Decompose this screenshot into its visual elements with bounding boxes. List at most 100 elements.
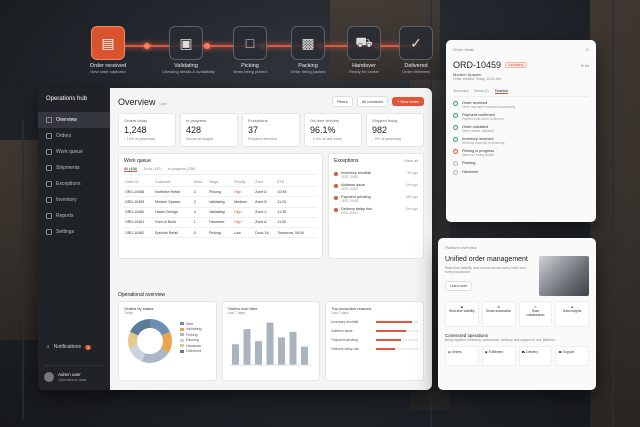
sidebar-item-reports[interactable]: Reports: [38, 208, 110, 224]
pipeline-step-validating[interactable]: ▣ Validating Checking details & availabi…: [162, 26, 215, 74]
pipeline-step-picking[interactable]: □ Picking Items being picked: [226, 26, 274, 74]
table-row[interactable]: ORD-10458 Northline Retail 3 Picking High Zon…: [124, 186, 318, 198]
connected-support[interactable]: ☎ Support: [555, 346, 589, 366]
table-cell: Northline Retail: [154, 186, 193, 198]
exception-item[interactable]: Payment pending ORD-10448 18m ago: [334, 195, 418, 203]
bar[interactable]: [243, 329, 251, 365]
operational-overview: Operational overview Orders by status To…: [118, 292, 425, 384]
user-menu[interactable]: Admin user Operations lead: [44, 365, 104, 382]
donut-slice-picking[interactable]: [141, 347, 169, 363]
feature-data-insights: ▲ Data insights: [555, 301, 589, 327]
donut-slice-packing[interactable]: [129, 345, 146, 362]
column-header[interactable]: Order ID: [124, 177, 155, 188]
table-row[interactable]: ORD-10462 Epicline Retail 5 Picking Low Dock …: [124, 227, 318, 239]
feature-smart-automation: ⚙ Smart automation: [481, 301, 516, 327]
tab-to-do[interactable]: To do (192): [143, 167, 162, 171]
donut-slice-new[interactable]: [150, 319, 170, 336]
reason-row: Inventory shortfall: [331, 320, 419, 324]
pipeline-step-handover[interactable]: ⛟ Handover Ready for carrier: [340, 26, 388, 74]
eye-icon: ◉: [460, 305, 464, 309]
timeline-event: Payment confirmed Payment has been confir…: [453, 113, 589, 121]
truck-icon: ⛟: [347, 26, 381, 60]
exception-item[interactable]: Inventory shortfall ORD-10455 5m ago: [334, 171, 418, 179]
table-row[interactable]: ORD-10461 Form & Build 1 Handover High Zone A…: [124, 217, 318, 228]
donut-slice-validating[interactable]: [160, 331, 172, 353]
view-all-link[interactable]: View all: [404, 158, 418, 163]
circle-icon: [453, 161, 458, 166]
work-queue-table: Order ID Customer Items Stage Priority Zone ET…: [124, 177, 318, 239]
new-order-button[interactable]: + New order: [392, 97, 424, 106]
pipeline-dot: [144, 43, 150, 49]
kpi-exceptions[interactable]: Exceptions 37 Requires attention: [242, 113, 300, 147]
column-header[interactable]: Priority: [233, 177, 255, 188]
exceptions-card: Exceptions View all Inventory shortfall O…: [328, 153, 424, 259]
donut-slice-handover[interactable]: [128, 331, 139, 348]
circle-icon: [453, 170, 458, 175]
bar[interactable]: [277, 337, 285, 365]
alert-icon: [334, 208, 339, 212]
print-button[interactable]: Print: [580, 62, 589, 68]
tab-timeline[interactable]: Timeline: [494, 89, 509, 94]
pipeline-step-delivered[interactable]: ✓ Delivered Order delivered: [392, 26, 440, 74]
bar[interactable]: [300, 346, 308, 365]
sidebar-item-shipments[interactable]: Shipments: [38, 160, 110, 176]
kpi-shipped-today[interactable]: Shipped today 982 ↑ 8% vs yesterday: [366, 113, 424, 147]
location-select[interactable]: All locations: [356, 96, 389, 107]
filters-button[interactable]: Filters: [331, 96, 353, 107]
order-detail-panel: Order detail ✕ ORD-10459 Validating Prin…: [446, 40, 596, 222]
sidebar-item-orders[interactable]: Orders: [38, 128, 110, 144]
timeline-event: Handover: [453, 170, 589, 175]
column-header[interactable]: Stage: [208, 177, 234, 188]
connected-fulfillment[interactable]: ▣ Fulfillment: [481, 346, 516, 366]
pipeline-step-order-received[interactable]: ▤ Order received New order captured: [84, 26, 132, 74]
bar[interactable]: [254, 341, 262, 365]
table-cell: Medium: [233, 196, 255, 208]
column-header[interactable]: Items: [192, 177, 209, 188]
pipeline-step-packing[interactable]: ▩ Packing Order being packed: [284, 26, 332, 74]
connected-orders[interactable]: ▤ Orders: [445, 346, 479, 366]
exception-item[interactable]: Address issue ORD-10450 12m ago: [334, 183, 418, 191]
sidebar-item-exceptions[interactable]: Exceptions: [38, 176, 110, 192]
kpi-in-progress[interactable]: In progress 428 Across all stages: [180, 113, 238, 147]
legend-item: Handover: [180, 344, 202, 348]
sidebar-item-overview[interactable]: Overview: [38, 112, 110, 128]
table-cell: 4: [192, 207, 209, 218]
donut-slice-delivered[interactable]: [130, 319, 150, 336]
sidebar-item-work-queue[interactable]: Work queue: [38, 144, 110, 160]
kpi-on-time-delivery[interactable]: On-time delivery 96.1% ↑ 2.4% vs last we…: [304, 113, 362, 147]
document-icon: ▤: [91, 26, 125, 60]
column-header[interactable]: ETA: [276, 177, 318, 188]
list-icon: [46, 133, 52, 139]
sidebar-item-settings[interactable]: Settings: [38, 224, 110, 240]
bar[interactable]: [266, 322, 274, 365]
table-row[interactable]: ORD-10459 Modern Spaces 2 Validating Medium Z…: [124, 196, 318, 208]
table-row[interactable]: ORD-10460 Haven Design 4 Validating High Zone…: [124, 207, 318, 218]
table-cell: Zone A: [254, 217, 277, 228]
bar[interactable]: [231, 344, 239, 365]
tab-all[interactable]: All (428): [124, 167, 138, 172]
live-indicator: Live: [159, 100, 167, 106]
legend-item: Packing: [180, 338, 202, 342]
kpi-orders-today[interactable]: Orders today 1,248 ↑ 12% vs yesterday: [118, 113, 176, 147]
legend-swatch: [180, 327, 184, 331]
connected-delivery[interactable]: ⛟ Delivery: [518, 346, 553, 366]
column-header[interactable]: Zone: [254, 177, 277, 188]
tab-items[interactable]: Items (2): [474, 89, 489, 93]
sidebar: Operations hub Overview Orders Work queu…: [38, 88, 110, 390]
building-image: [539, 256, 589, 296]
bar[interactable]: [289, 331, 297, 365]
feature-team-collaboration: ☺ Team collaboration: [518, 301, 553, 327]
tab-summary[interactable]: Summary: [453, 89, 469, 93]
table-cell: 1: [192, 217, 209, 228]
notifications-link[interactable]: ♫ Notifications 3: [46, 344, 92, 350]
legend-item: Picking: [180, 333, 202, 337]
sidebar-item-inventory[interactable]: Inventory: [38, 192, 110, 208]
timeline-event: Inventory reserved All items reserved in …: [453, 137, 589, 145]
table-cell: High: [233, 217, 255, 228]
tab-in-progress[interactable]: In progress (236): [167, 167, 195, 171]
exception-item[interactable]: Delivery delay risk ORD-10441 25m ago: [334, 207, 418, 215]
close-icon[interactable]: ✕: [585, 47, 589, 52]
learn-more-button[interactable]: Learn more: [445, 281, 473, 291]
column-header[interactable]: Customer: [154, 177, 193, 188]
legend-item: Validating: [180, 327, 202, 331]
